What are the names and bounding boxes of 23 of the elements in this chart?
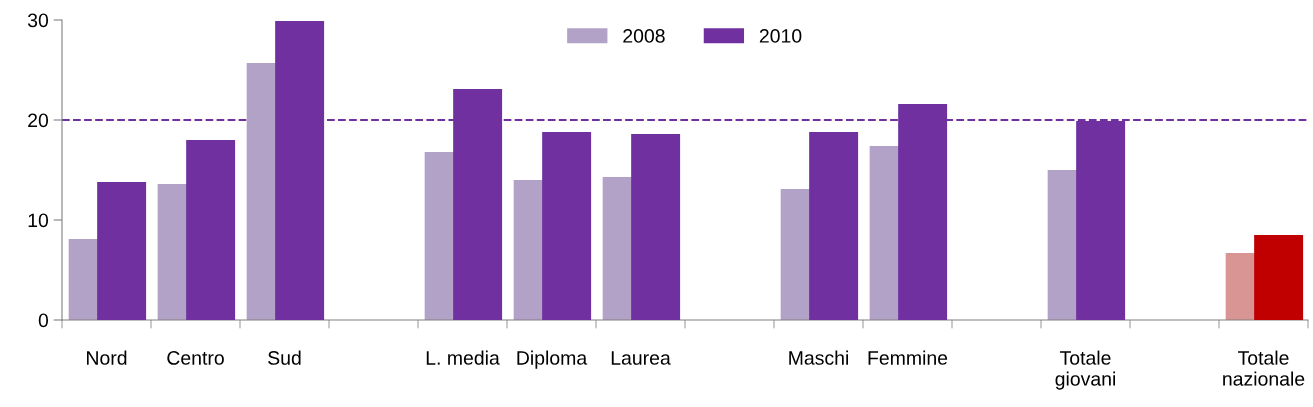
x-tick-label: Centro bbox=[167, 351, 224, 365]
bar bbox=[186, 140, 236, 320]
y-tick-label: 20 bbox=[28, 113, 49, 128]
x-tick-label: Maschi bbox=[789, 350, 848, 365]
y-tick-label: 10 bbox=[28, 213, 49, 228]
x-tick-label: Sud bbox=[268, 350, 301, 365]
y-tick-label: 30 bbox=[27, 13, 49, 28]
bar bbox=[1254, 235, 1304, 320]
x-tick-label: Laurea bbox=[611, 351, 671, 365]
y-tick-label: 0 bbox=[38, 313, 49, 328]
legend-label: 2008 bbox=[623, 29, 665, 43]
x-tick-label: Diploma bbox=[517, 350, 588, 369]
bar bbox=[97, 182, 147, 320]
bar bbox=[631, 134, 681, 320]
bar bbox=[275, 21, 325, 320]
x-tick-label: L. media bbox=[426, 350, 500, 365]
x-tick-label: Nord bbox=[87, 350, 127, 365]
bar bbox=[809, 132, 859, 320]
bar bbox=[542, 132, 592, 320]
x-tick-label: Totale giovani bbox=[1055, 350, 1115, 390]
legend-label: 2010 bbox=[759, 29, 802, 43]
x-tick-label: Totale nazionale bbox=[1223, 350, 1305, 386]
x-tick-label: Femmine bbox=[868, 350, 948, 365]
